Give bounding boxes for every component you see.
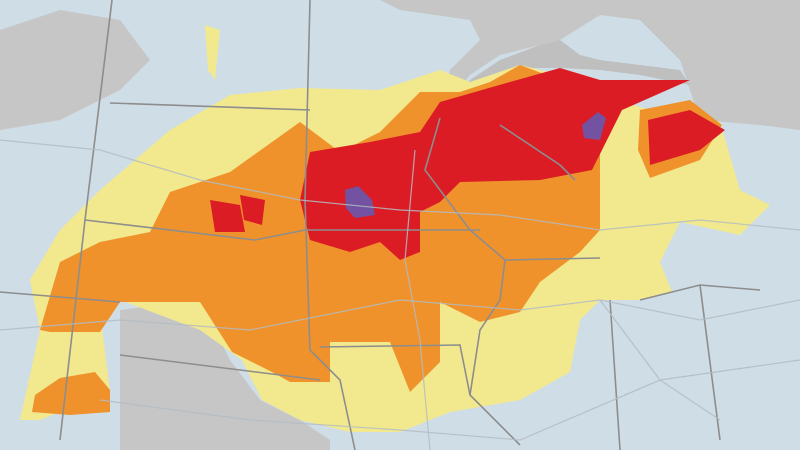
- level-3-michigan: [648, 110, 725, 165]
- severity-level-3: [210, 68, 725, 260]
- level-4-minnesota: [345, 186, 375, 218]
- border-line: [699, 284, 721, 441]
- level-2-southwest: [32, 372, 110, 415]
- highway: [599, 299, 721, 421]
- border-line: [119, 354, 321, 381]
- level-1-patch: [205, 25, 220, 80]
- highway: [0, 139, 800, 231]
- border-line: [84, 219, 480, 241]
- border-line: [504, 257, 601, 261]
- border-line: [609, 299, 621, 450]
- border-line: [499, 124, 576, 181]
- southwest-land: [120, 300, 330, 450]
- border-line: [0, 291, 121, 303]
- level-3-area: [300, 68, 690, 260]
- border-line: [304, 0, 356, 450]
- level-3-west: [210, 200, 245, 232]
- highway: [0, 299, 800, 331]
- level-4-wisconsin: [582, 112, 606, 140]
- canada-region: [380, 0, 800, 130]
- border-line: [109, 102, 311, 111]
- border-line: [319, 344, 521, 446]
- highway: [99, 359, 800, 441]
- highways: [0, 139, 800, 450]
- northwest-land: [0, 10, 150, 130]
- highway: [404, 149, 431, 450]
- level-3-west-2: [240, 195, 265, 225]
- state-borders: [0, 0, 761, 450]
- severity-level-4: [345, 112, 606, 218]
